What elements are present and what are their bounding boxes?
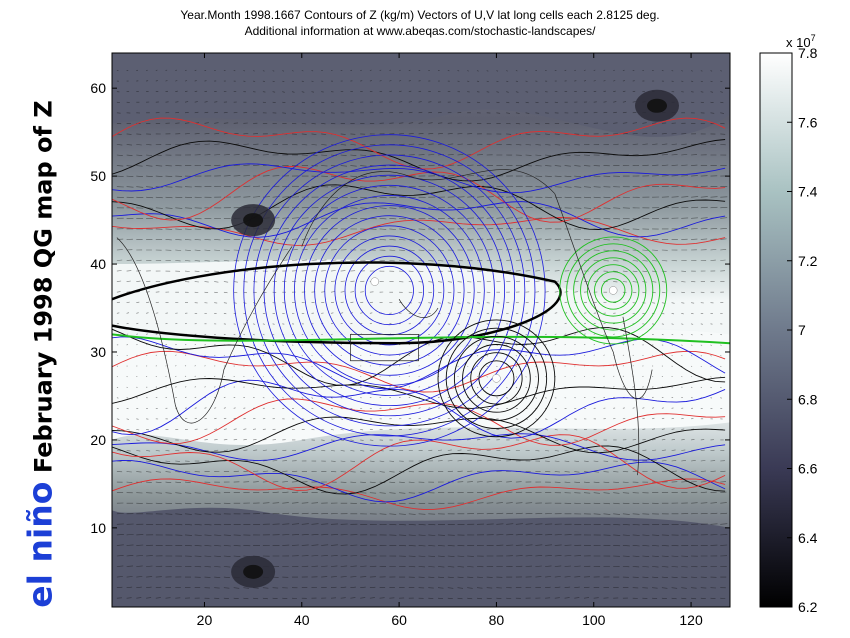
green-cell-contour bbox=[559, 236, 668, 345]
colorbar-ticks: 6.2 6.4 6.6 6.8 7 7.2 7.4 7.6 7.8 bbox=[787, 45, 818, 615]
wind-vectors bbox=[116, 69, 728, 600]
colorbar-tick-label: 7.4 bbox=[798, 184, 818, 200]
black-cell-contour bbox=[453, 335, 539, 421]
y-tick-label: 50 bbox=[90, 168, 106, 184]
jet-contour bbox=[344, 245, 435, 336]
jet-contour bbox=[304, 205, 475, 376]
jet-contour bbox=[314, 215, 465, 366]
green-cell-contour bbox=[600, 278, 626, 303]
contour-line bbox=[112, 459, 726, 503]
contour-line bbox=[112, 336, 726, 390]
colorbar-tick-label: 7.6 bbox=[798, 114, 818, 130]
y-tick-label: 10 bbox=[90, 520, 106, 536]
low-pressure-core bbox=[243, 213, 264, 228]
contour-line bbox=[112, 434, 726, 491]
contour-line bbox=[112, 379, 726, 439]
colorbar-gradient bbox=[759, 52, 793, 608]
colorbar-tick-label: 6.4 bbox=[798, 530, 818, 546]
high-pressure-center bbox=[370, 277, 380, 286]
y-tick-label: 40 bbox=[90, 256, 106, 272]
colorbar-tick-label: 7 bbox=[798, 322, 806, 338]
jet-contour bbox=[354, 255, 425, 326]
colorbar-exponent-power: 7 bbox=[811, 33, 816, 43]
x-tick-label: 100 bbox=[582, 612, 606, 628]
green-cell-contour bbox=[580, 257, 647, 324]
x-tick-label: 20 bbox=[197, 612, 213, 628]
jet-contour bbox=[263, 164, 516, 417]
low-pressure-core bbox=[243, 564, 264, 579]
contour-line bbox=[112, 398, 726, 446]
contour-line bbox=[112, 376, 726, 409]
jet-contour bbox=[364, 265, 414, 315]
x-tick-label: 40 bbox=[294, 612, 310, 628]
shade-tropics-light bbox=[112, 330, 730, 445]
jet-contour bbox=[243, 144, 536, 437]
low-pressure-core bbox=[647, 98, 668, 113]
shade-north-dark bbox=[112, 53, 730, 137]
y-tick-label: 30 bbox=[90, 344, 106, 360]
contour-line bbox=[112, 184, 726, 230]
contour-line bbox=[112, 433, 726, 462]
contour-line bbox=[112, 445, 726, 495]
green-cell-contour bbox=[594, 271, 633, 310]
height-field-shading bbox=[112, 53, 730, 607]
y-axis: 10 20 30 40 50 60 bbox=[90, 80, 730, 536]
coastline bbox=[554, 193, 653, 400]
jet-contour bbox=[293, 195, 485, 386]
colorbar-tick-label: 6.6 bbox=[798, 461, 818, 477]
contour-line bbox=[112, 201, 726, 238]
colorbar-tick-label: 6.8 bbox=[798, 391, 818, 407]
x-axis: 20 40 60 80 100 120 bbox=[197, 53, 703, 628]
colorbar-exponent: x 107 bbox=[786, 33, 816, 50]
x-tick-label: 120 bbox=[679, 612, 703, 628]
black-cell-contour bbox=[470, 352, 523, 405]
coastline bbox=[301, 169, 556, 247]
shade-south-dark bbox=[112, 507, 730, 607]
black-cell-contour bbox=[445, 327, 548, 430]
contour-line bbox=[112, 416, 726, 454]
coastline bbox=[116, 237, 293, 424]
coastlines bbox=[116, 169, 653, 476]
y-tick-label: 20 bbox=[90, 432, 106, 448]
jet-contour bbox=[273, 174, 506, 407]
colorbar-tick-label: 7.2 bbox=[798, 253, 818, 269]
black-cell-contour bbox=[437, 319, 556, 438]
x-tick-label: 80 bbox=[489, 612, 505, 628]
green-cell-contour bbox=[573, 250, 654, 331]
colorbar-exponent-base: x 10 bbox=[786, 35, 811, 50]
pressure-features bbox=[231, 89, 680, 588]
coastline bbox=[622, 316, 640, 476]
colorbar-tick-label: 6.2 bbox=[798, 599, 818, 615]
black-cell-contour bbox=[462, 344, 531, 413]
chart-title-line-2: Additional information at www.abeqas.com… bbox=[244, 24, 596, 38]
coastline bbox=[350, 334, 419, 362]
green-cell-contour bbox=[566, 243, 661, 338]
y-tick-label: 60 bbox=[90, 80, 106, 96]
contour-line bbox=[112, 139, 726, 182]
plot-area bbox=[112, 53, 730, 607]
high-pressure-center bbox=[492, 374, 501, 383]
chart-title-line-1: Year.Month 1998.1667 Contours of Z (kg/m… bbox=[180, 8, 660, 22]
contour-line bbox=[112, 166, 726, 223]
high-pressure-center bbox=[608, 286, 618, 295]
contour-line bbox=[112, 478, 726, 510]
colorbar-tick-label: 7.8 bbox=[798, 45, 818, 61]
black-cell-contour bbox=[478, 360, 515, 397]
contour-lines bbox=[112, 117, 730, 510]
green-cell-contour bbox=[587, 264, 640, 317]
coastline bbox=[398, 299, 439, 318]
jet-contour bbox=[334, 235, 445, 346]
x-tick-label: 60 bbox=[391, 612, 407, 628]
jet-contour bbox=[233, 134, 546, 447]
jet-contour bbox=[324, 225, 455, 356]
jet-contour bbox=[283, 184, 495, 396]
wind-vector-field bbox=[116, 69, 728, 600]
contour-line bbox=[112, 163, 726, 194]
jet-envelope bbox=[112, 261, 562, 345]
jet-contour bbox=[253, 154, 526, 427]
colorbar: 6.26.46.66.877.27.47.67.8 x 107 bbox=[759, 33, 818, 615]
green-contour bbox=[112, 333, 730, 345]
plot-frame bbox=[111, 52, 731, 608]
